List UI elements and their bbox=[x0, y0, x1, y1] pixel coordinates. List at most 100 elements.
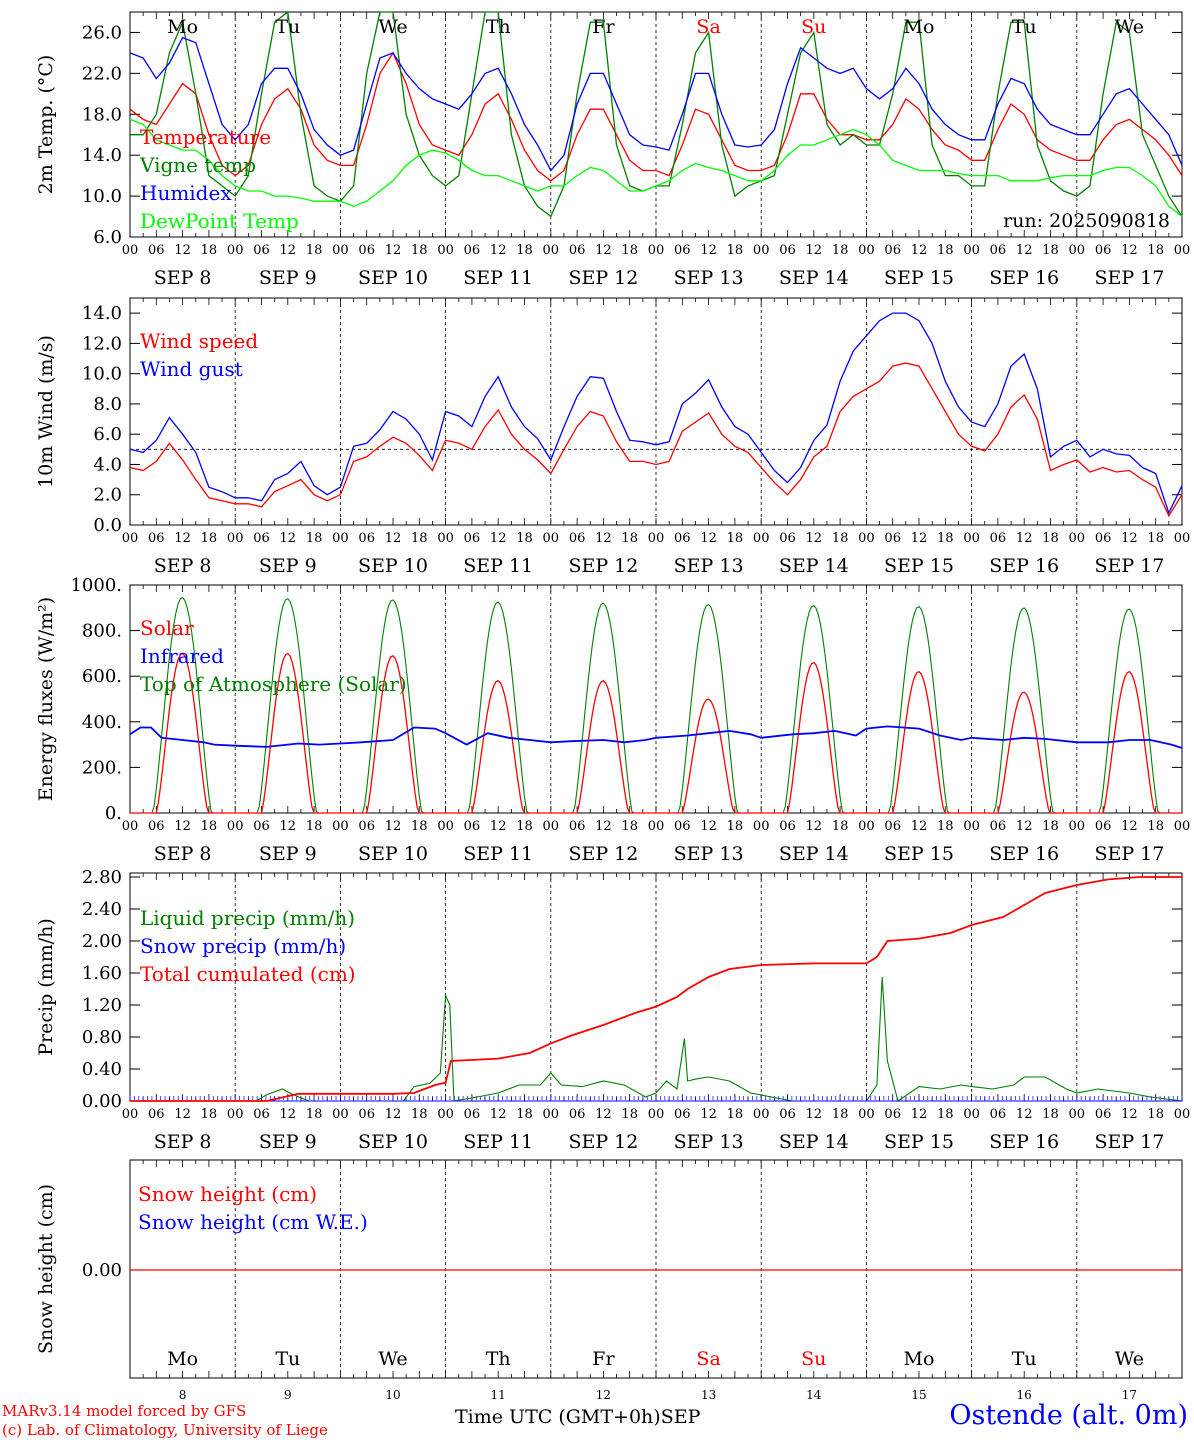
day-number-label: 9 bbox=[284, 1388, 292, 1402]
hour-tick-label: 12 bbox=[490, 1107, 507, 1122]
hour-tick-label: 06 bbox=[884, 531, 901, 546]
panel-frame-1 bbox=[129, 11, 1183, 238]
hour-tick-label: 06 bbox=[1095, 531, 1112, 546]
weekday-label: Mo bbox=[167, 16, 198, 38]
hour-tick-label: 18 bbox=[937, 1107, 954, 1122]
hour-tick-label: 12 bbox=[806, 1107, 823, 1122]
hour-tick-label: 18 bbox=[937, 243, 954, 258]
legend-entry: DewPoint Temp bbox=[140, 209, 299, 233]
hour-tick-label: 12 bbox=[1121, 531, 1138, 546]
y-tick-label: 18.0 bbox=[82, 104, 122, 125]
y-tick-label: 12.0 bbox=[82, 333, 122, 354]
weekday-label: Mo bbox=[904, 16, 935, 38]
hour-tick-label: 18 bbox=[1042, 243, 1059, 258]
hour-tick-label: 12 bbox=[174, 1107, 191, 1122]
y-tick-label: 10.0 bbox=[82, 186, 122, 207]
series-line-temperature bbox=[129, 51, 1183, 182]
y-tick-label: 0. bbox=[105, 803, 122, 824]
date-label: SEP 8 bbox=[154, 1131, 212, 1153]
station-label: Ostende (alt. 0m) bbox=[949, 1400, 1188, 1431]
weekday-label: Sa bbox=[696, 1348, 720, 1370]
y-tick-label: 600. bbox=[82, 666, 122, 687]
hour-tick-label: 18 bbox=[621, 1107, 638, 1122]
hour-tick-label: 00 bbox=[543, 1107, 560, 1122]
date-label: SEP 9 bbox=[259, 555, 317, 577]
hour-tick-label: 00 bbox=[332, 1107, 349, 1122]
day-number-label: 12 bbox=[596, 1388, 611, 1402]
hour-tick-label: 18 bbox=[516, 243, 533, 258]
date-label: SEP 14 bbox=[779, 1131, 849, 1153]
weekday-label: Th bbox=[486, 1348, 511, 1370]
hour-tick-label: 18 bbox=[1147, 243, 1164, 258]
hour-tick-label: 12 bbox=[1016, 531, 1033, 546]
y-tick-label: 26.0 bbox=[82, 22, 122, 43]
hour-tick-label: 12 bbox=[700, 531, 717, 546]
weekday-label: Th bbox=[486, 16, 511, 38]
legend-entry: Total cumulated (cm) bbox=[140, 962, 356, 986]
hour-tick-label: 06 bbox=[148, 531, 165, 546]
y-tick-label: 14.0 bbox=[82, 303, 122, 324]
date-label: SEP 9 bbox=[259, 267, 317, 289]
hour-tick-label: 06 bbox=[358, 243, 375, 258]
hour-tick-label: 00 bbox=[543, 531, 560, 546]
hour-tick-label: 12 bbox=[700, 1107, 717, 1122]
date-label: SEP 10 bbox=[358, 1131, 428, 1153]
date-label: SEP 16 bbox=[989, 843, 1059, 865]
hour-tick-label: 12 bbox=[174, 531, 191, 546]
weekday-label: Su bbox=[801, 16, 826, 38]
date-label: SEP 17 bbox=[1094, 843, 1164, 865]
hour-tick-label: 00 bbox=[753, 1107, 770, 1122]
hour-tick-label: 06 bbox=[148, 243, 165, 258]
day-number-label: 10 bbox=[385, 1388, 400, 1402]
y-tick-label: 4.0 bbox=[93, 454, 122, 475]
hour-tick-label: 06 bbox=[358, 1107, 375, 1122]
hour-tick-label: 18 bbox=[306, 1107, 323, 1122]
hour-tick-label: 12 bbox=[595, 531, 612, 546]
hour-tick-label: 18 bbox=[516, 1107, 533, 1122]
hour-tick-label: 18 bbox=[1042, 819, 1059, 834]
legend-entry: Infrared bbox=[140, 644, 224, 668]
hour-tick-label: 18 bbox=[201, 1107, 218, 1122]
hour-tick-label: 06 bbox=[464, 531, 481, 546]
y-tick-label: 6.0 bbox=[93, 424, 122, 445]
hour-tick-label: 06 bbox=[990, 531, 1007, 546]
date-label: SEP 12 bbox=[568, 555, 638, 577]
date-label: SEP 12 bbox=[568, 267, 638, 289]
hour-tick-label: 12 bbox=[490, 531, 507, 546]
hour-tick-label: 12 bbox=[700, 243, 717, 258]
date-label: SEP 13 bbox=[674, 555, 744, 577]
hour-tick-label: 06 bbox=[990, 1107, 1007, 1122]
hour-tick-label: 00 bbox=[963, 243, 980, 258]
hour-tick-label: 18 bbox=[306, 243, 323, 258]
hour-tick-label: 12 bbox=[700, 819, 717, 834]
day-number-label: 8 bbox=[179, 1388, 187, 1402]
y-tick-label: 800. bbox=[82, 621, 122, 642]
day-number-label: 17 bbox=[1122, 1388, 1137, 1402]
date-label: SEP 15 bbox=[884, 555, 954, 577]
day-number-label: 14 bbox=[806, 1388, 822, 1402]
hour-tick-label: 06 bbox=[674, 1107, 691, 1122]
date-label: SEP 17 bbox=[1094, 267, 1164, 289]
hour-tick-label: 06 bbox=[148, 1107, 165, 1122]
series-line-liquid-precip bbox=[130, 976, 1183, 1102]
date-label: SEP 8 bbox=[154, 267, 212, 289]
hour-tick-label: 18 bbox=[621, 819, 638, 834]
hour-tick-label: 00 bbox=[1069, 819, 1086, 834]
hour-tick-label: 06 bbox=[1095, 819, 1112, 834]
hour-tick-label: 00 bbox=[963, 531, 980, 546]
series-line-wind-speed bbox=[129, 362, 1183, 518]
hour-tick-label: 18 bbox=[201, 243, 218, 258]
date-label: SEP 16 bbox=[989, 555, 1059, 577]
y-tick-label: 8.0 bbox=[93, 394, 122, 415]
hour-tick-label: 06 bbox=[1095, 1107, 1112, 1122]
month-label: SEP bbox=[660, 1406, 701, 1428]
date-label: SEP 9 bbox=[259, 843, 317, 865]
hour-tick-label: 00 bbox=[437, 531, 454, 546]
series-line-dewpoint-temp bbox=[129, 118, 1183, 218]
hour-tick-label: 18 bbox=[832, 819, 849, 834]
hour-tick-label: 00 bbox=[858, 531, 875, 546]
hour-tick-label: 18 bbox=[832, 531, 849, 546]
hour-tick-label: 00 bbox=[1174, 1107, 1191, 1122]
hour-tick-label: 12 bbox=[280, 531, 297, 546]
